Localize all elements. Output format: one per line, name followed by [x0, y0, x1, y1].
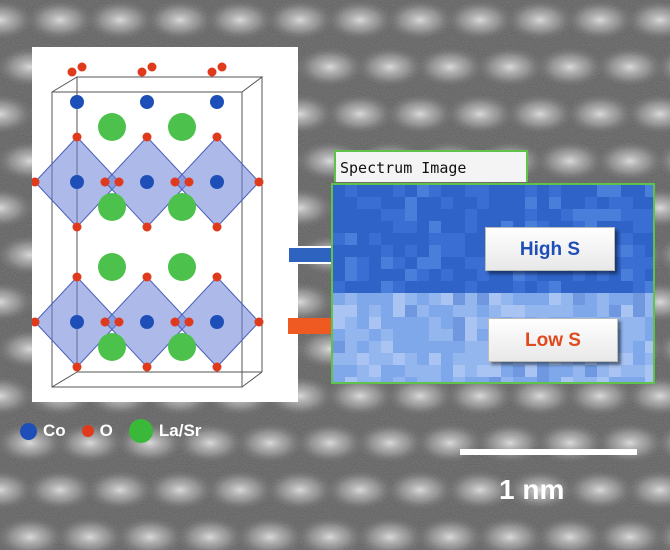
- legend-item-o: O: [81, 421, 113, 441]
- low-s-label: Low S: [488, 318, 618, 362]
- co-atom-icon: [20, 422, 37, 440]
- o-atom-icon: [81, 425, 94, 437]
- scale-bar: [460, 449, 637, 455]
- atom-legend: Co O La/Sr: [20, 418, 217, 444]
- spectrum-image-title: Spectrum Image: [334, 150, 528, 182]
- crystal-structure-panel: [32, 47, 298, 402]
- high-s-label: High S: [485, 227, 615, 271]
- crystal-structure-diagram: [32, 62, 264, 388]
- legend-label-la-sr: La/Sr: [158, 421, 202, 440]
- la-sr-atom-icon: [128, 419, 153, 443]
- legend-label-o: O: [99, 421, 113, 440]
- legend-label-co: Co: [43, 421, 66, 440]
- legend-item-la-sr: La/Sr: [128, 419, 202, 443]
- legend-item-co: Co: [20, 421, 66, 441]
- spectrum-image-map: [331, 183, 655, 384]
- scale-bar-label: 1 nm: [499, 474, 565, 505]
